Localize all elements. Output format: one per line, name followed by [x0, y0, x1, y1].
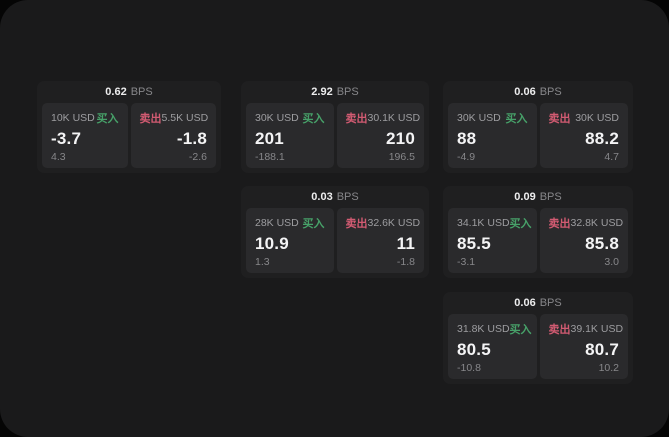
spread-value: 0.09 [514, 191, 536, 203]
quote-body: 30K USD 买入 88 -4.9 卖出 30K USD 88.2 4.7 [443, 103, 633, 173]
sell-size: 32.6K USD [367, 217, 421, 229]
spread-header: 0.06 BPS [443, 81, 633, 103]
sell-size: 30K USD [575, 112, 619, 124]
spread-value: 0.06 [514, 86, 536, 98]
sell-price: 11 [396, 234, 415, 254]
quote-card-2: 2.92 BPS 30K USD 买入 201 -188.1 卖出 30.1K … [241, 81, 429, 173]
buy-tag: 买入 [509, 324, 532, 336]
sell-delta: 196.5 [388, 150, 415, 163]
buy-price: 10.9 [255, 234, 289, 254]
buy-price: 85.5 [457, 234, 491, 254]
sell-size: 30.1K USD [367, 112, 421, 124]
quote-body: 30K USD 买入 201 -188.1 卖出 30.1K USD 210 1… [241, 103, 429, 173]
sell-delta: 10.2 [598, 361, 619, 374]
buy-delta: -3.1 [457, 255, 476, 268]
buy-delta: 4.3 [51, 150, 66, 163]
buy-size: 34.1K USD [457, 217, 510, 229]
spread-unit: BPS [336, 191, 359, 203]
buy-tag: 买入 [302, 113, 325, 125]
sell-tag: 卖出 [548, 324, 571, 336]
sell-tag: 卖出 [548, 113, 571, 125]
sell-delta: -1.8 [396, 255, 415, 268]
quote-body: 31.8K USD 买入 80.5 -10.8 卖出 39.1K USD 80.… [443, 314, 633, 384]
buy-panel[interactable]: 10K USD 买入 -3.7 4.3 [42, 103, 128, 168]
buy-price: 88 [457, 129, 477, 149]
sell-price: -1.8 [176, 129, 207, 149]
sell-panel[interactable]: 卖出 32.6K USD 11 -1.8 [336, 208, 424, 273]
quote-card-6: 0.06 BPS 31.8K USD 买入 80.5 -10.8 卖出 39.1… [443, 292, 633, 384]
quote-body: 10K USD 买入 -3.7 4.3 卖出 5.5K USD -1.8 -2.… [37, 103, 221, 173]
buy-panel[interactable]: 34.1K USD 买入 85.5 -3.1 [448, 208, 537, 273]
sell-delta: -2.6 [188, 150, 207, 163]
buy-panel[interactable]: 31.8K USD 买入 80.5 -10.8 [448, 314, 537, 379]
spread-value: 0.03 [311, 191, 333, 203]
spread-header: 0.62 BPS [37, 81, 221, 103]
sell-price: 85.8 [585, 234, 619, 254]
buy-size: 30K USD [255, 112, 299, 124]
buy-tag: 买入 [505, 113, 528, 125]
sell-price: 80.7 [585, 340, 619, 360]
spread-unit: BPS [130, 86, 153, 98]
spread-unit: BPS [539, 86, 562, 98]
sell-panel[interactable]: 卖出 39.1K USD 80.7 10.2 [539, 314, 628, 379]
sell-panel[interactable]: 卖出 30K USD 88.2 4.7 [539, 103, 628, 168]
quote-card-4: 0.03 BPS 28K USD 买入 10.9 1.3 卖出 32.6K US… [241, 186, 429, 278]
buy-price: 201 [255, 129, 284, 149]
spread-header: 2.92 BPS [241, 81, 429, 103]
buy-size: 30K USD [457, 112, 501, 124]
spread-unit: BPS [539, 191, 562, 203]
quote-card-5: 0.09 BPS 34.1K USD 买入 85.5 -3.1 卖出 32.8K… [443, 186, 633, 278]
sell-delta: 3.0 [604, 255, 619, 268]
spread-value: 0.62 [105, 86, 127, 98]
quote-card-3: 0.06 BPS 30K USD 买入 88 -4.9 卖出 30K USD [443, 81, 633, 173]
buy-price: -3.7 [51, 129, 82, 149]
spread-header: 0.09 BPS [443, 186, 633, 208]
sell-tag: 卖出 [139, 113, 162, 125]
buy-delta: 1.3 [255, 255, 270, 268]
sell-panel[interactable]: 卖出 32.8K USD 85.8 3.0 [539, 208, 628, 273]
sell-tag: 卖出 [345, 113, 368, 125]
sell-size: 32.8K USD [570, 217, 624, 229]
quote-body: 34.1K USD 买入 85.5 -3.1 卖出 32.8K USD 85.8… [443, 208, 633, 278]
sell-panel[interactable]: 卖出 30.1K USD 210 196.5 [336, 103, 424, 168]
sell-price: 210 [386, 129, 415, 149]
buy-panel[interactable]: 28K USD 买入 10.9 1.3 [246, 208, 334, 273]
buy-tag: 买入 [509, 218, 532, 230]
quote-body: 28K USD 买入 10.9 1.3 卖出 32.6K USD 11 -1.8 [241, 208, 429, 278]
buy-panel[interactable]: 30K USD 买入 88 -4.9 [448, 103, 537, 168]
sell-size: 5.5K USD [161, 112, 209, 124]
quote-card-1: 0.62 BPS 10K USD 买入 -3.7 4.3 卖出 5.5K USD [37, 81, 221, 173]
sell-tag: 卖出 [345, 218, 368, 230]
sell-delta: 4.7 [604, 150, 619, 163]
sell-tag: 卖出 [548, 218, 571, 230]
buy-size: 31.8K USD [457, 323, 510, 335]
buy-price: 80.5 [457, 340, 491, 360]
buy-tag: 买入 [96, 113, 119, 125]
buy-size: 10K USD [51, 112, 95, 124]
spread-value: 2.92 [311, 86, 333, 98]
spread-unit: BPS [539, 297, 562, 309]
buy-panel[interactable]: 30K USD 买入 201 -188.1 [246, 103, 334, 168]
buy-tag: 买入 [302, 218, 325, 230]
sell-size: 39.1K USD [570, 323, 624, 335]
buy-delta: -10.8 [457, 361, 481, 374]
spread-header: 0.03 BPS [241, 186, 429, 208]
buy-delta: -4.9 [457, 150, 476, 163]
buy-delta: -188.1 [255, 150, 285, 163]
spread-value: 0.06 [514, 297, 536, 309]
sell-panel[interactable]: 卖出 5.5K USD -1.8 -2.6 [130, 103, 216, 168]
buy-size: 28K USD [255, 217, 299, 229]
sell-price: 88.2 [585, 129, 619, 149]
spread-header: 0.06 BPS [443, 292, 633, 314]
spread-unit: BPS [336, 86, 359, 98]
